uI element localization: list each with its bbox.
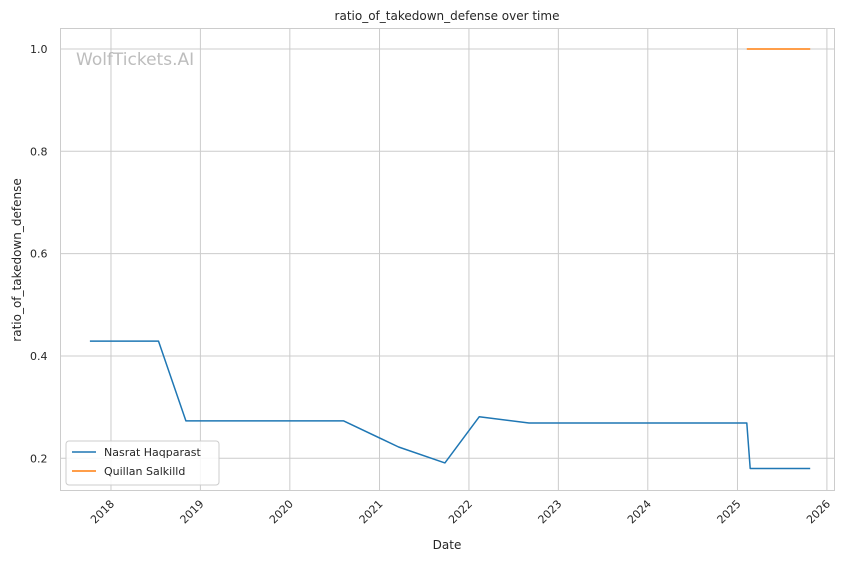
- y-tick-label: 0.4: [30, 350, 48, 363]
- y-tick-label: 0.2: [30, 452, 48, 465]
- plot-frame: [60, 28, 835, 491]
- legend-label-series-1: Nasrat Haqparast: [104, 446, 201, 459]
- x-axis-label: Date: [433, 538, 462, 552]
- legend-label-series-2: Quillan Salkilld: [104, 465, 185, 478]
- legend: Nasrat Haqparast Quillan Salkilld: [65, 440, 220, 486]
- legend-box: [65, 440, 220, 486]
- series-layer: [89, 48, 811, 470]
- y-tick-label: 0.8: [30, 145, 48, 158]
- y-axis-label: ratio_of_takedown_defense: [10, 178, 24, 341]
- watermark: WolfTickets.AI: [76, 50, 194, 70]
- y-tick-label: 0.6: [30, 248, 48, 261]
- y-tick-label: 1.0: [30, 43, 48, 56]
- chart-title: ratio_of_takedown_defense over time: [335, 9, 560, 23]
- series-line-1: [89, 340, 811, 470]
